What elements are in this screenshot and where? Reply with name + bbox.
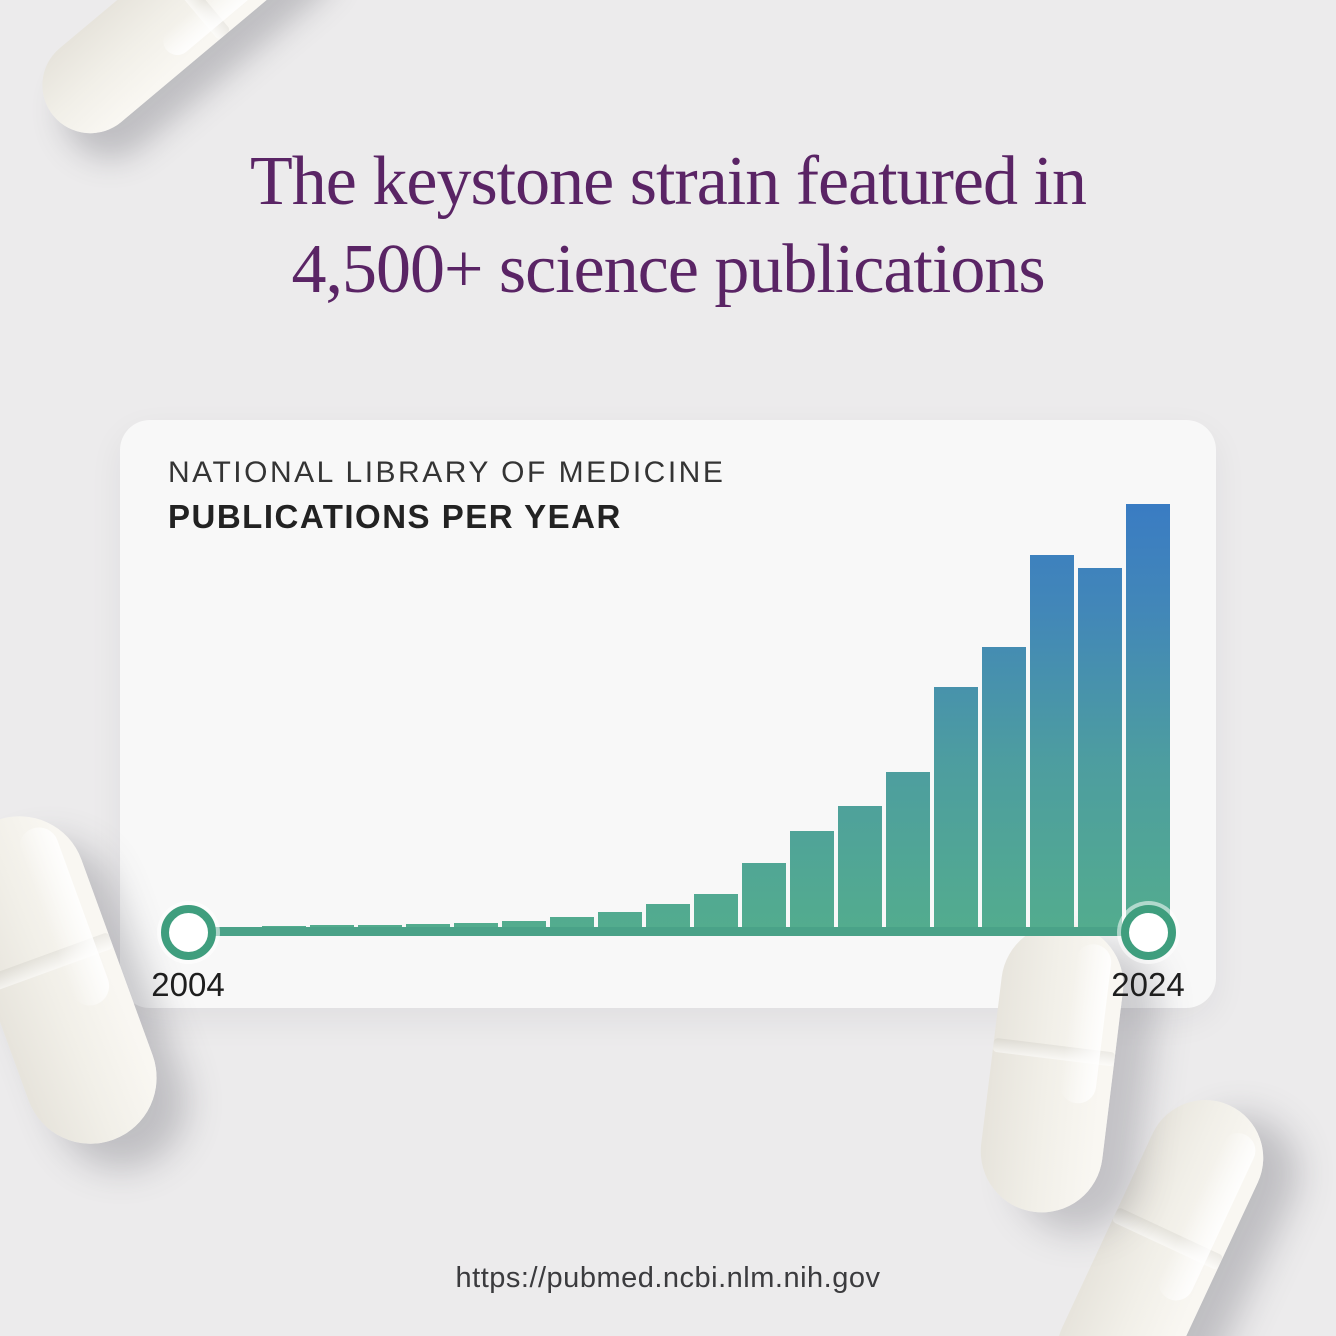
timeline-line (188, 927, 1148, 936)
source-url: https://pubmed.ncbi.nlm.nih.gov (455, 1262, 881, 1294)
bar-2015 (694, 894, 738, 930)
bar-2020 (934, 687, 978, 930)
chart-title: PUBLICATIONS PER YEAR (168, 498, 622, 535)
bar-2016 (742, 863, 786, 930)
bar-2017 (790, 831, 834, 930)
bar-2019 (886, 772, 930, 930)
start-year-label: 2004 (151, 966, 225, 1003)
bar-2024 (1126, 504, 1170, 930)
bar-2023 (1078, 568, 1122, 930)
chart-card: NATIONAL LIBRARY OF MEDICINE PUBLICATION… (120, 420, 1216, 1220)
bar-2013 (598, 912, 642, 930)
bar-chart (166, 500, 1170, 930)
bar-2014 (646, 904, 690, 930)
bar-2021 (982, 647, 1026, 930)
timeline-start-marker (161, 905, 216, 960)
bar-2022 (1030, 555, 1074, 930)
page-title: The keystone strain featured in 4,500+ s… (0, 138, 1336, 314)
bar-2011 (502, 921, 546, 930)
chart-source-label: NATIONAL LIBRARY OF MEDICINE (168, 456, 726, 489)
timeline-end-marker (1121, 905, 1176, 960)
page-title-line1: The keystone strain featured in (250, 143, 1087, 220)
end-year-label: 2024 (1111, 966, 1185, 1003)
page-title-line2: 4,500+ science publications (291, 231, 1045, 309)
capsule-image-bottom-center (973, 916, 1131, 1220)
bar-2012 (550, 917, 594, 930)
capsule-image-top-left (22, 0, 338, 153)
chart-header: NATIONAL LIBRARY OF MEDICINE PUBLICATION… (168, 456, 725, 536)
bar-2018 (838, 806, 882, 930)
bar-2010 (454, 923, 498, 930)
